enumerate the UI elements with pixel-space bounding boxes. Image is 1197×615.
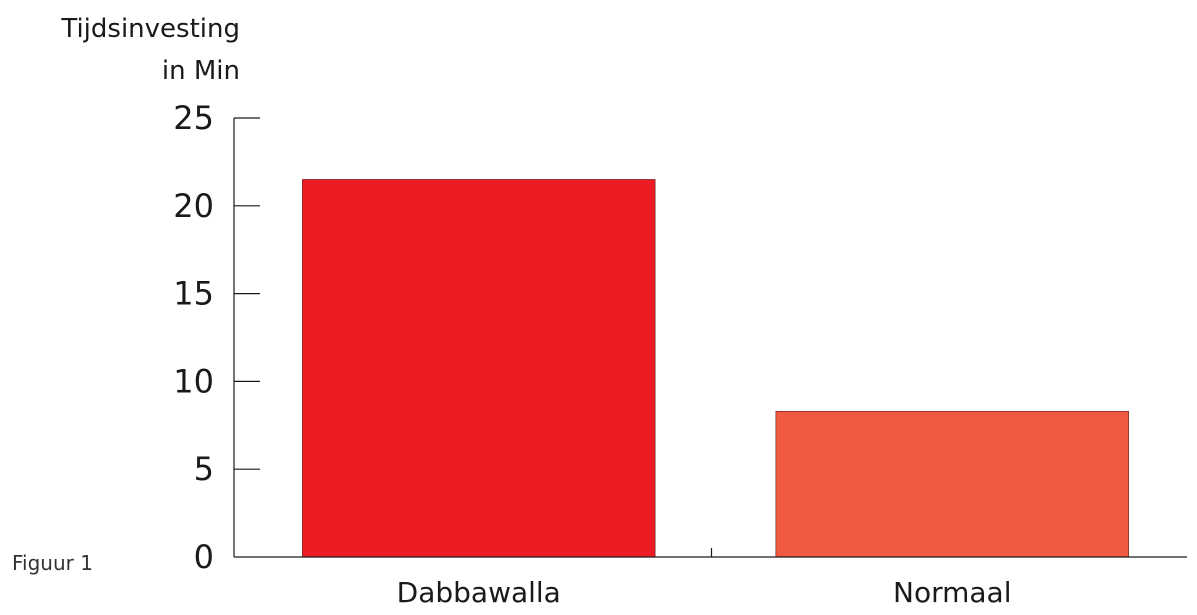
bar-dabbawalla bbox=[302, 179, 656, 558]
y-tick-label-25: 25 bbox=[173, 99, 214, 137]
y-tick-label-15: 15 bbox=[173, 275, 214, 313]
y-tick-label-20: 20 bbox=[173, 187, 214, 225]
y-tick-label-0: 0 bbox=[194, 538, 214, 576]
y-tick-label-10: 10 bbox=[173, 362, 214, 400]
bars-group bbox=[302, 179, 1129, 558]
x-axis-labels: Dabbawalla Normaal bbox=[397, 576, 1012, 609]
y-axis-ticks: 0 5 10 15 20 25 bbox=[173, 99, 260, 576]
y-axis-label-line-1: Tijdsinvesting bbox=[61, 14, 240, 44]
figure-caption: Figuur 1 bbox=[12, 551, 93, 575]
bar-normaal bbox=[775, 410, 1129, 558]
y-axis-label-line-2: in Min bbox=[161, 56, 240, 86]
y-tick-label-5: 5 bbox=[194, 450, 214, 488]
x-tick-label-normaal: Normaal bbox=[893, 576, 1011, 609]
x-tick-label-dabbawalla: Dabbawalla bbox=[397, 576, 561, 609]
